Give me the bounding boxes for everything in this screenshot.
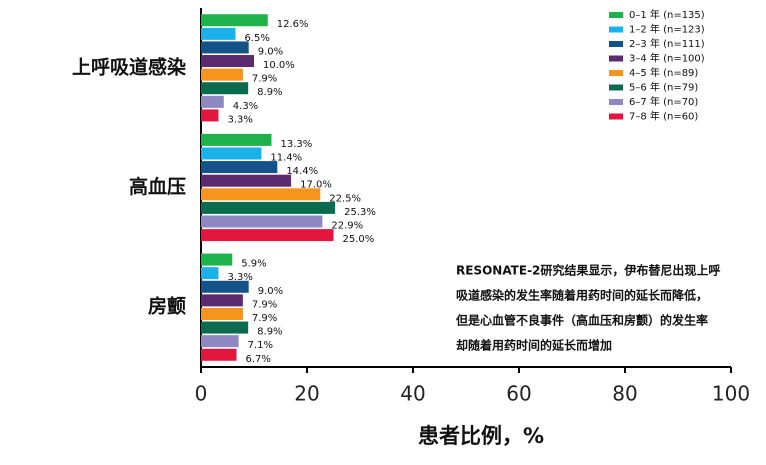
bar [201,280,249,293]
value-label: 25.0% [343,234,375,245]
bar [201,188,321,201]
value-label: 9.0% [258,286,283,297]
annotation: 吸道感染的发生率随着用药时间的延长而降低， [456,288,708,303]
value-label: 8.9% [257,87,282,98]
bar [201,68,243,81]
bar [201,335,239,348]
legend-label: 7–8 年 (n=60) [629,110,698,123]
legend-swatch [609,41,623,47]
category-label: 高血压 [129,175,186,198]
annotation: 但是心血管不良事件（高血压和房颤）的发生率 [455,313,708,328]
bar [201,201,336,214]
value-label: 7.1% [248,340,273,351]
value-label: 9.0% [258,46,283,57]
category-label: 上呼吸道感染 [72,55,186,78]
value-label: 8.9% [257,327,282,338]
value-label: 25.3% [344,207,376,218]
legend-swatch [609,70,623,76]
value-label: 22.5% [329,193,361,204]
value-label: 6.5% [244,33,269,44]
legend-label: 5–6 年 (n=79) [629,81,698,94]
x-tick-label: 20 [294,382,319,406]
bar [201,27,236,40]
legend-swatch [609,26,623,33]
legend-label: 6–7 年 (n=70) [629,95,698,108]
value-label: 7.9% [252,313,277,324]
value-label: 11.4% [270,153,302,164]
bar [201,348,237,361]
bar [201,307,243,320]
legend-label: 2–3 年 (n=111) [629,37,705,50]
bar [201,133,272,146]
value-label: 4.3% [233,101,258,112]
x-tick-label: 100 [712,382,750,406]
x-tick-label: 40 [400,382,425,406]
value-label: 12.6% [277,19,309,30]
value-label: 7.9% [252,299,277,310]
bar [201,294,243,307]
legend-swatch [609,12,623,18]
legend-label: 4–5 年 (n=89) [629,66,698,79]
annotation: RESONATE-2研究结果显示，伊布替尼出现上呼 [456,263,720,278]
legend-label: 3–4 年 (n=100) [629,52,705,65]
value-label: 22.9% [331,221,363,232]
x-tick-label: 60 [506,382,531,406]
legend-label: 0–1 年 (n=135) [629,8,705,21]
bar [201,161,278,174]
category-label: 房颤 [148,295,186,318]
value-label: 3.3% [227,272,252,283]
legend-label: 1–2 年 (n=123) [629,23,705,36]
x-tick-label: 80 [612,382,637,406]
value-label: 10.0% [263,60,295,71]
bar [201,253,233,266]
bar [201,174,292,187]
value-label: 13.3% [280,139,312,150]
bar [201,267,219,280]
bar [201,321,249,334]
bar [201,41,249,54]
bar [201,55,254,68]
legend-swatch [609,99,623,105]
bar [201,95,224,108]
value-label: 5.9% [241,259,266,270]
bar [201,14,268,27]
legend-swatch [609,55,623,62]
bar [201,82,249,95]
legend-swatch [609,84,623,91]
x-axis-label: 患者比例，% [418,424,544,448]
value-label: 3.3% [227,114,252,125]
bar [201,215,323,228]
value-label: 7.9% [252,74,277,85]
bar [201,147,262,160]
legend-swatch [609,113,623,120]
bar [201,229,334,242]
bar [201,109,219,122]
value-label: 6.7% [246,354,271,365]
annotation: 却随着用药时间的延长而增加 [456,338,612,353]
value-label: 14.4% [286,166,318,177]
value-label: 17.0% [300,180,332,191]
x-tick-label: 0 [195,382,208,406]
